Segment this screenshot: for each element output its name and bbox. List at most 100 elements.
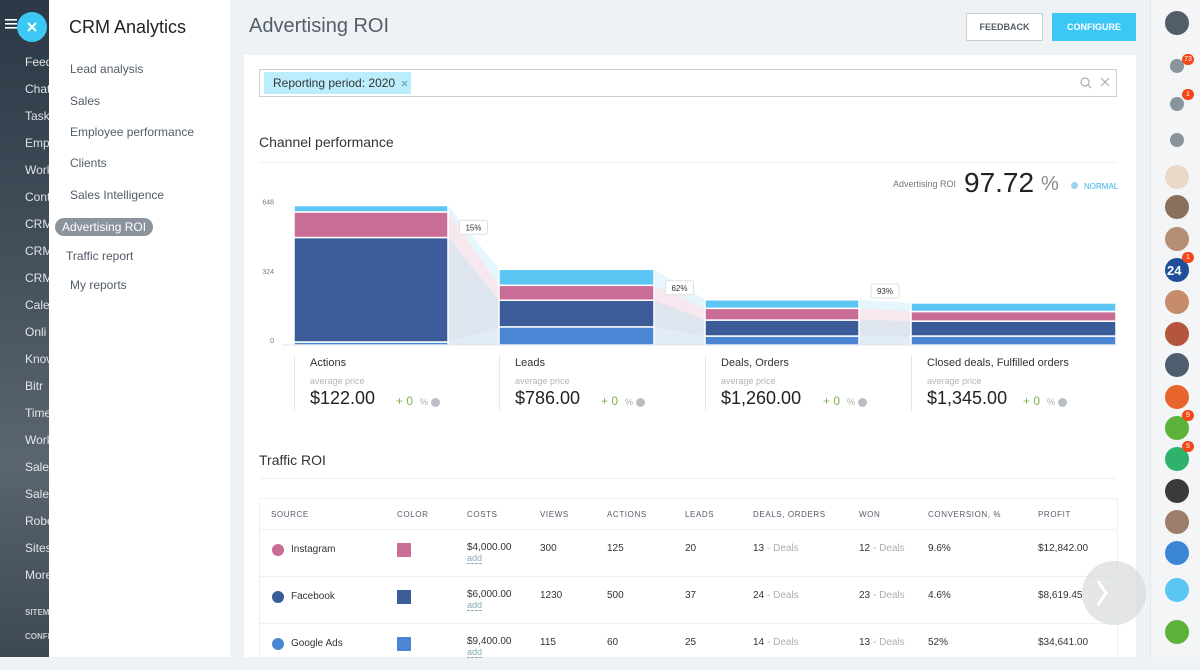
sidebar-item[interactable]: Lead analysis xyxy=(70,62,144,76)
help-icon[interactable] xyxy=(858,398,867,407)
stat-divider xyxy=(499,355,500,411)
source-icon xyxy=(272,544,284,556)
sidebar-item[interactable]: Sales Intelligence xyxy=(70,188,165,202)
column-header: COLOR xyxy=(397,510,429,519)
row-divider xyxy=(260,576,1117,577)
color-swatch xyxy=(397,590,411,604)
nav-item[interactable]: CRM xyxy=(25,217,49,231)
nav-item[interactable]: Robo xyxy=(25,514,49,528)
nav-item[interactable]: Work xyxy=(25,433,49,447)
price: $786.00 xyxy=(515,388,581,408)
cell-deals-unit: - Deals xyxy=(767,590,799,601)
nav-item[interactable]: Sale xyxy=(25,460,49,474)
column-header: SOURCE xyxy=(271,510,309,519)
cell-profit: $12,842.00 xyxy=(1038,543,1089,554)
content-card: Reporting period: 2020 Channel performan… xyxy=(244,55,1136,670)
menu-icon[interactable] xyxy=(5,18,25,32)
sidebar-icon[interactable] xyxy=(1170,133,1184,147)
column-header: VIEWS xyxy=(540,510,569,519)
sidebar-icon[interactable] xyxy=(1165,165,1189,189)
price-label: average price xyxy=(515,376,570,386)
cell-views: 1230 xyxy=(540,590,563,601)
help-icon[interactable] xyxy=(431,398,440,407)
column-header: COSTS xyxy=(467,510,498,519)
nav-item[interactable]: Feed xyxy=(25,55,49,69)
nav-item[interactable]: Time xyxy=(25,406,49,420)
cell-add[interactable]: add xyxy=(467,600,483,611)
nav-item[interactable]: Emp xyxy=(25,136,49,150)
chip-close[interactable] xyxy=(401,80,408,87)
sidebar-icon[interactable] xyxy=(1165,578,1189,602)
price-change: + 0 xyxy=(601,394,619,408)
nav-item[interactable]: Sale xyxy=(25,487,49,501)
cell-deals-unit: - Deals xyxy=(767,637,799,648)
nav-item[interactable]: CRM xyxy=(25,244,49,258)
filter-icons[interactable] xyxy=(1080,77,1120,89)
sidebar-icon[interactable] xyxy=(1165,541,1189,565)
column-header: CONVERSION, % xyxy=(928,510,1002,519)
cell-actions: 125 xyxy=(607,543,624,554)
stat-divider xyxy=(294,355,295,411)
cell-leads: 37 xyxy=(685,590,697,601)
section-title: Channel performance xyxy=(259,134,394,150)
sidebar-icon[interactable] xyxy=(1165,227,1189,251)
nav-item[interactable]: Task xyxy=(25,109,49,123)
sidebar-icon[interactable] xyxy=(1165,353,1189,377)
page-title: Advertising ROI xyxy=(249,15,390,37)
row-divider xyxy=(260,623,1117,624)
source-name: Facebook xyxy=(291,591,335,602)
cell-profit: $8,619.45 xyxy=(1038,590,1083,601)
configure-button[interactable]: CONFIGURE xyxy=(1052,13,1136,41)
right-bar: 24 73 1 1 9 5 xyxy=(1150,0,1200,657)
nav-item[interactable]: Cale xyxy=(25,298,49,312)
sidebar-item[interactable]: Traffic report xyxy=(66,249,134,263)
nav-item[interactable]: Cont xyxy=(25,190,49,204)
price-change: + 0 xyxy=(823,394,841,408)
nav-item[interactable]: CRM xyxy=(25,271,49,285)
sidebar-icon[interactable] xyxy=(1165,11,1189,35)
roi-value: 97.72 xyxy=(964,167,1035,198)
chip-text: Reporting period: 2020 xyxy=(273,76,396,90)
cell-deals: 14 xyxy=(753,637,765,648)
cell-actions: 500 xyxy=(607,590,624,601)
nav-item[interactable]: Know xyxy=(25,352,49,366)
column-header: LEADS xyxy=(685,510,715,519)
cell-add[interactable]: add xyxy=(467,553,483,564)
sidebar-icon[interactable] xyxy=(1165,479,1189,503)
help-icon[interactable] xyxy=(636,398,645,407)
nav-item[interactable]: Onli xyxy=(25,325,47,339)
sidebar-icon[interactable] xyxy=(1170,97,1184,111)
sidebar-item[interactable]: Employee performance xyxy=(70,125,195,139)
stage-name: Deals, Orders xyxy=(721,357,789,369)
nav-item[interactable]: Sites xyxy=(25,541,49,555)
nav-item[interactable]: Chat xyxy=(25,82,49,96)
sidebar-icon[interactable] xyxy=(1170,59,1184,73)
sidebar-icon[interactable] xyxy=(1165,290,1189,314)
sidebar-item[interactable]: Clients xyxy=(70,156,107,170)
filter-chip[interactable]: Reporting period: 2020 xyxy=(264,72,411,94)
nav-item[interactable]: More xyxy=(25,568,49,582)
nav-item[interactable]: Bitr xyxy=(25,379,43,393)
cell-won: 12 xyxy=(859,543,871,554)
sidebar-icon[interactable] xyxy=(1165,620,1189,644)
help-icon[interactable] xyxy=(1058,398,1067,407)
cell-conversion: 52% xyxy=(928,637,949,648)
tile-label: 24 xyxy=(1167,263,1182,278)
sidebar-icon[interactable] xyxy=(1165,510,1189,534)
cell-costs: $9,400.00 xyxy=(467,636,512,647)
scroll-arrow[interactable] xyxy=(1078,561,1150,625)
sidebar-item[interactable]: My reports xyxy=(70,278,127,292)
sidebar-item-active[interactable]: Advertising ROI xyxy=(55,218,154,236)
feedback-button[interactable]: FEEDBACK xyxy=(966,13,1043,41)
nav-item[interactable]: Work xyxy=(25,163,49,177)
price-change-unit: % xyxy=(420,397,429,407)
price-change-unit: % xyxy=(1047,397,1056,407)
filter-input[interactable] xyxy=(259,69,1117,97)
sidebar-icon[interactable] xyxy=(1165,195,1189,219)
sidebar-icon[interactable] xyxy=(1165,322,1189,346)
close-button[interactable] xyxy=(17,12,47,42)
price-label: average price xyxy=(310,376,365,386)
sidebar-item[interactable]: Sales xyxy=(70,94,101,108)
sidebar-icon[interactable] xyxy=(1165,385,1189,409)
